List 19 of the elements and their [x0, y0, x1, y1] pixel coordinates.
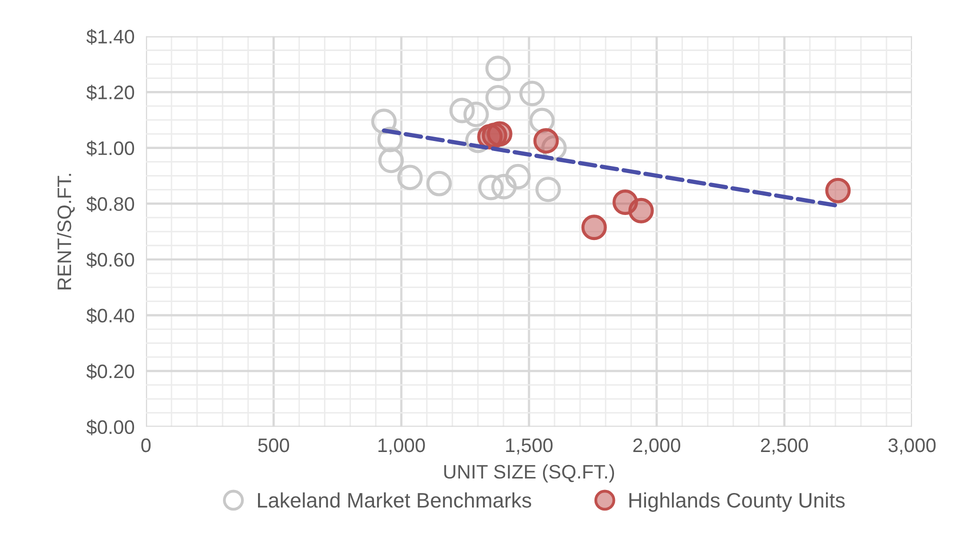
y-tick-label: $0.60: [86, 252, 134, 268]
legend-label: Lakeland Market Benchmarks: [258, 492, 532, 508]
y-tick-label: $1.20: [86, 84, 134, 100]
x-tick-label: 2,000: [633, 438, 680, 454]
x-tick-label: 500: [258, 438, 290, 452]
x-axis-title: UNIT SIZE (SQ.FT.): [444, 464, 614, 482]
y-tick-label: $0.40: [86, 308, 134, 324]
y-tick-label: $0.00: [86, 419, 134, 436]
y-tick-label: $0.20: [86, 364, 134, 380]
x-tick-label: 0: [141, 438, 151, 452]
y-tick-label: $1.00: [86, 140, 134, 156]
x-tick-label: 1,000: [378, 438, 425, 454]
y-tick-label: $1.40: [86, 28, 134, 45]
y-tick-label: $0.80: [86, 196, 134, 212]
legend-label: Highlands County Units: [629, 492, 845, 512]
x-tick-label: 2,500: [761, 438, 808, 454]
x-tick-label: 3,000: [888, 438, 936, 454]
y-axis-title: RENT/SQ.FT.: [56, 174, 75, 290]
x-tick-label: 1,500: [506, 438, 553, 454]
